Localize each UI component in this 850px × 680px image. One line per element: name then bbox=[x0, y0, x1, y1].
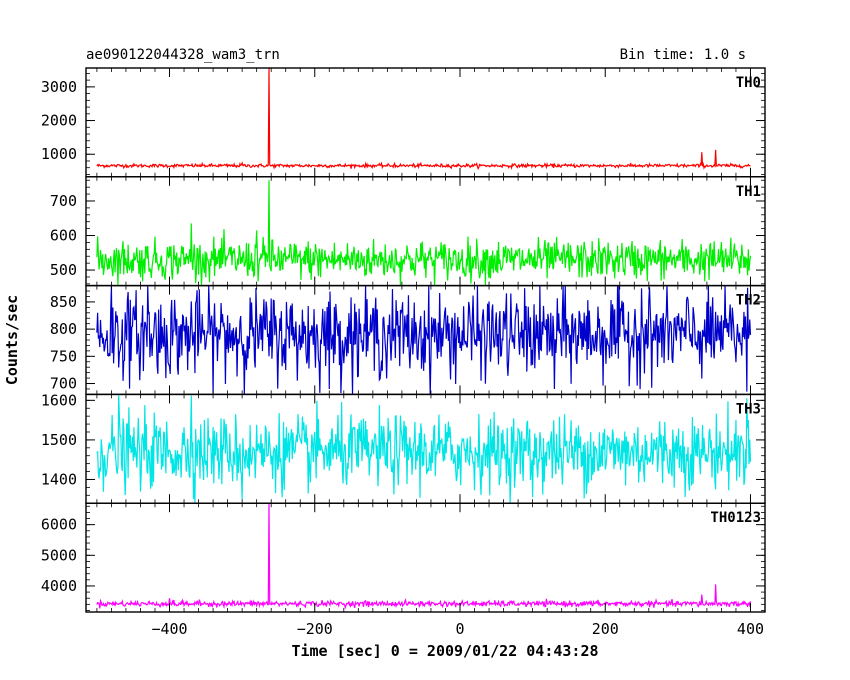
series-line-th1 bbox=[96, 180, 752, 286]
y-tick-label: 1600 bbox=[41, 391, 77, 409]
panel-th0123: 4000 5000 6000 TH0123 bbox=[41, 502, 766, 613]
panel-th1: 500 600 700 TH1 bbox=[50, 176, 766, 287]
panel-frame bbox=[85, 67, 766, 178]
y-tick-label: 1400 bbox=[41, 470, 77, 488]
panel-label: TH3 bbox=[736, 401, 761, 417]
chart-title: ae090122044328_wam3_trn bbox=[86, 47, 280, 63]
y-tick-label: 800 bbox=[50, 320, 77, 338]
panel-label: TH1 bbox=[736, 184, 761, 200]
panel-label: TH2 bbox=[736, 293, 761, 309]
y-tick-label: 700 bbox=[50, 375, 77, 393]
panel-th0: 1000 2000 3000 TH0 bbox=[41, 67, 766, 178]
x-tick-label: 200 bbox=[592, 620, 619, 638]
x-tick-label: 0 bbox=[455, 620, 464, 638]
series-line-th3 bbox=[96, 394, 752, 504]
panel-frame bbox=[85, 502, 766, 613]
panel-label: TH0 bbox=[736, 75, 761, 91]
x-axis-label: Time [sec] 0 = 2009/01/22 04:43:28 bbox=[291, 642, 598, 660]
panel-label: TH0123 bbox=[710, 510, 761, 526]
y-tick-label: 850 bbox=[50, 293, 77, 311]
y-tick-label: 600 bbox=[50, 227, 77, 245]
x-tick-label: 400 bbox=[737, 620, 764, 638]
panel-th2: 700 750 800 850 TH2 bbox=[50, 284, 766, 396]
x-tick-label: −400 bbox=[151, 620, 187, 638]
bin-time-label: Bin time: 1.0 s bbox=[620, 47, 746, 63]
y-tick-label: 4000 bbox=[41, 577, 77, 595]
y-tick-label: 750 bbox=[50, 347, 77, 365]
y-tick-label: 1000 bbox=[41, 145, 77, 163]
series-line-th2 bbox=[96, 285, 752, 395]
y-tick-label: 3000 bbox=[41, 78, 77, 96]
y-tick-label: 700 bbox=[50, 192, 77, 210]
y-tick-label: 5000 bbox=[41, 546, 77, 564]
y-tick-label: 2000 bbox=[41, 112, 77, 130]
y-tick-label: 500 bbox=[50, 261, 77, 279]
y-tick-label: 6000 bbox=[41, 516, 77, 534]
series-line-th0123 bbox=[96, 503, 752, 610]
series-line-th0 bbox=[96, 68, 751, 171]
x-tick-label: −200 bbox=[297, 620, 333, 638]
y-tick-label: 1500 bbox=[41, 431, 77, 449]
y-axis-label: Counts/sec bbox=[3, 295, 21, 385]
panel-th3: 1400 1500 1600 TH3 bbox=[41, 391, 766, 504]
